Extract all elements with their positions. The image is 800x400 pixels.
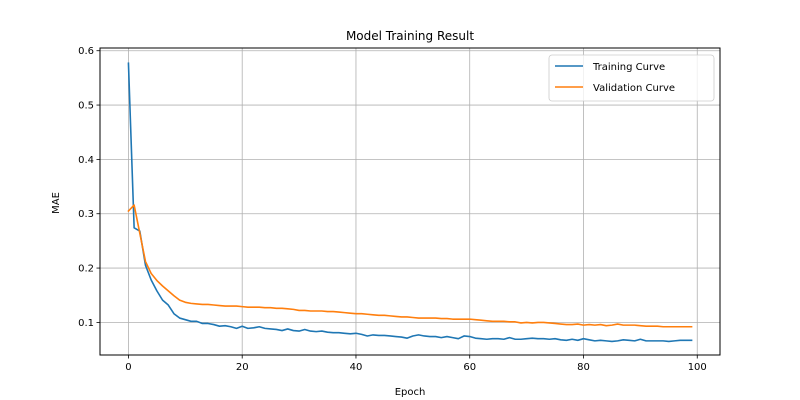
y-tick-label: 0.5 xyxy=(78,101,94,112)
grid xyxy=(100,48,720,355)
x-tick-label: 100 xyxy=(688,362,707,373)
legend-box xyxy=(548,54,715,102)
chart-title: Model Training Result xyxy=(346,29,474,43)
y-tick-label: 0.2 xyxy=(78,264,94,275)
training-curve-line xyxy=(127,62,693,343)
x-tick-label: 80 xyxy=(577,362,590,373)
legend-label: Training Curve xyxy=(592,62,665,73)
y-axis-label: MAE xyxy=(51,192,62,214)
y-tick-label: 0.3 xyxy=(78,209,94,220)
series-lines xyxy=(127,62,693,343)
x-tick-label: 40 xyxy=(350,362,363,373)
x-tick-label: 20 xyxy=(236,362,249,373)
legend-label: Validation Curve xyxy=(593,83,675,94)
y-tick-label: 0.1 xyxy=(78,318,94,329)
legend: Training Curve Validation Curve xyxy=(548,54,715,102)
y-tick-label: 0.4 xyxy=(78,155,94,166)
validation-curve-line xyxy=(127,204,693,328)
ticks: 0 20 40 60 80 100 0.1 0.2 0.3 0.4 0.5 0.6 xyxy=(78,46,707,373)
x-axis-label: Epoch xyxy=(395,387,426,398)
x-tick-label: 60 xyxy=(463,362,476,373)
x-tick-label: 0 xyxy=(125,362,131,373)
y-tick-label: 0.6 xyxy=(78,46,94,57)
plot-frame xyxy=(99,47,721,356)
